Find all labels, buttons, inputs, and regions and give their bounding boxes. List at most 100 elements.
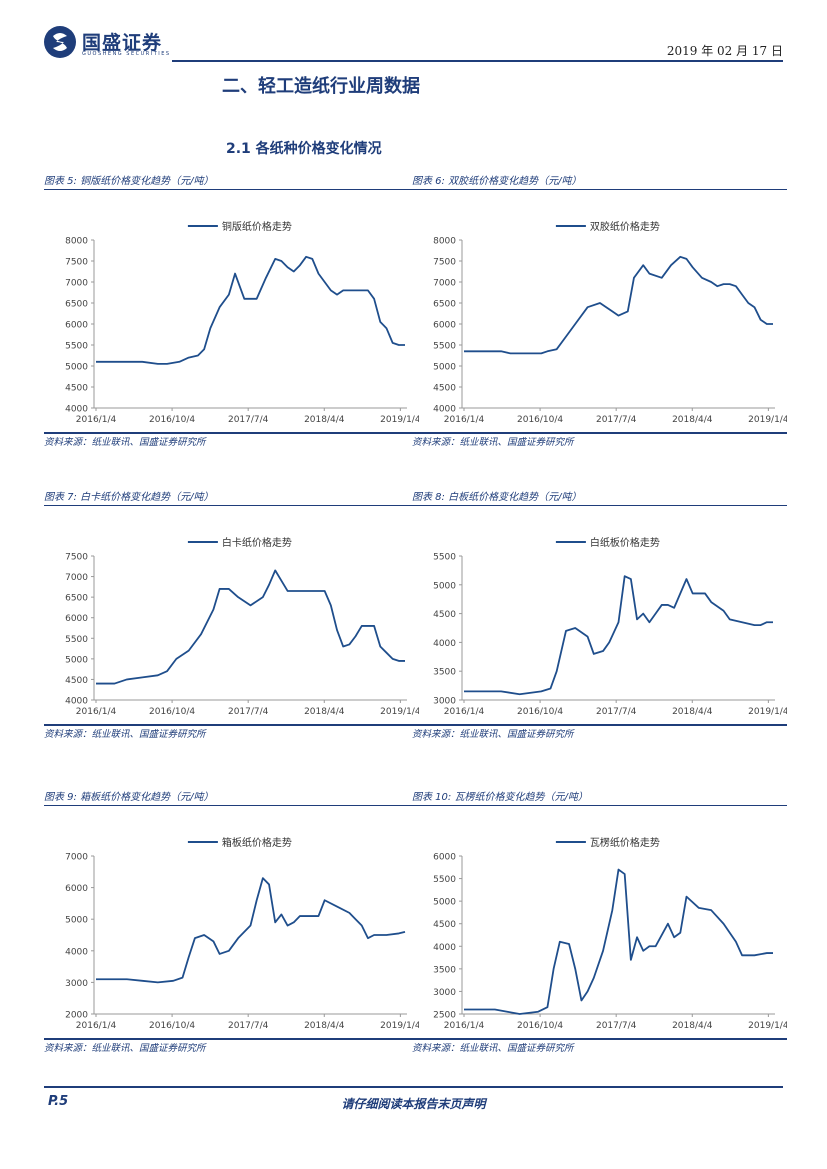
- chart-caption: 图表 5: 铜版纸价格变化趋势（元/吨）: [44, 176, 214, 187]
- y-tick-label: 7500: [433, 258, 456, 268]
- y-tick-label: 4500: [433, 384, 456, 394]
- section-title: 二、轻工造纸行业周数据: [222, 76, 420, 97]
- y-tick-label: 4500: [433, 610, 456, 620]
- y-tick-label: 2000: [65, 1011, 88, 1021]
- report-date: 2019 年 02 月 17 日: [666, 44, 783, 58]
- y-tick-label: 8000: [65, 237, 88, 247]
- x-tick-label: 2016/1/4: [444, 707, 485, 717]
- x-tick-label: 2016/1/4: [444, 415, 485, 425]
- caption-divider: [412, 505, 787, 506]
- sub-section-title: 2.1 各纸种价格变化情况: [226, 141, 382, 157]
- series-line: [464, 575, 773, 696]
- y-tick-label: 6500: [433, 300, 456, 310]
- line-chart: 3000 3500 4000 4500 5000 5500 2016/1/4 2016/10/…: [433, 536, 787, 717]
- caption-divider: [44, 189, 419, 190]
- x-tick-label: 2016/1/4: [76, 707, 117, 717]
- logo-emblem-icon: [44, 26, 76, 58]
- chart-source: 资料来源：纸业联讯、国盛证券研究所: [412, 1043, 574, 1054]
- series-line: [464, 868, 773, 1015]
- chart-source: 资料来源：纸业联讯、国盛证券研究所: [44, 1043, 206, 1054]
- line-chart: 4000 4500 5000 5500 6000 6500 7000 7500 8000 2016…: [433, 220, 787, 425]
- y-tick-label: 5000: [433, 898, 456, 908]
- x-tick-label: 2019/1/4: [748, 707, 787, 717]
- y-tick-label: 6000: [65, 884, 88, 894]
- caption-divider: [412, 805, 787, 806]
- y-tick-label: 4500: [65, 384, 88, 394]
- y-tick-label: 4000: [433, 639, 456, 649]
- x-tick-label: 2016/10/4: [517, 707, 563, 717]
- chart-panel-offset-paper: 图表 6: 双胶纸价格变化趋势（元/吨） 4000 4500 5000 5500 600…: [412, 174, 787, 450]
- caption-divider: [44, 505, 419, 506]
- y-tick-label: 5500: [433, 875, 456, 885]
- x-tick-label: 2016/10/4: [149, 415, 195, 425]
- x-tick-label: 2018/4/4: [304, 415, 345, 425]
- y-tick-label: 6000: [433, 853, 456, 863]
- chart-caption: 图表 9: 箱板纸价格变化趋势（元/吨）: [44, 792, 214, 803]
- legend-label: 箱板纸价格走势: [222, 836, 292, 849]
- legend-label: 双胶纸价格走势: [590, 220, 660, 233]
- y-tick-label: 7500: [65, 258, 88, 268]
- chart-panel-corrugated-paper: 图表 10: 瓦楞纸价格变化趋势（元/吨） 2500 3000 3500 4000 45…: [412, 790, 787, 1056]
- y-tick-label: 6500: [65, 300, 88, 310]
- chart-source: 资料来源：纸业联讯、国盛证券研究所: [44, 437, 206, 448]
- y-tick-label: 5000: [65, 363, 88, 373]
- y-tick-label: 4000: [65, 947, 88, 957]
- y-tick-label: 6000: [65, 321, 88, 331]
- x-tick-label: 2017/7/4: [228, 707, 269, 717]
- x-tick-label: 2018/4/4: [672, 1021, 713, 1031]
- series-line: [96, 877, 406, 984]
- x-tick-label: 2018/4/4: [304, 707, 345, 717]
- x-tick-label: 2018/4/4: [672, 415, 713, 425]
- y-tick-label: 6000: [433, 321, 456, 331]
- disclaimer-note: 请仔细阅读本报告末页声明: [341, 1097, 486, 1111]
- logo-text: 国盛证券: [82, 32, 163, 54]
- y-tick-label: 8000: [433, 237, 456, 247]
- chart-panel-white-board: 图表 8: 白板纸价格变化趋势（元/吨） 3000 3500 4000 4500 500…: [412, 490, 787, 742]
- chart-source: 资料来源：纸业联讯、国盛证券研究所: [412, 437, 574, 448]
- y-tick-label: 4000: [433, 405, 456, 415]
- header-divider: [172, 60, 783, 62]
- y-tick-label: 2500: [433, 1011, 456, 1021]
- x-tick-label: 2017/7/4: [596, 1021, 637, 1031]
- x-tick-label: 2016/10/4: [517, 1021, 563, 1031]
- x-tick-label: 2019/1/4: [380, 707, 419, 717]
- y-tick-label: 3500: [433, 668, 456, 678]
- y-tick-label: 4500: [433, 920, 456, 930]
- line-chart: 2000 3000 4000 5000 6000 7000 2016/1/4 2016/10/…: [65, 836, 419, 1031]
- chart-caption: 图表 8: 白板纸价格变化趋势（元/吨）: [412, 492, 582, 503]
- y-tick-label: 4000: [65, 405, 88, 415]
- y-tick-label: 5500: [433, 553, 456, 563]
- y-tick-label: 7000: [433, 279, 456, 289]
- y-tick-label: 4500: [65, 676, 88, 686]
- chart-caption: 图表 6: 双胶纸价格变化趋势（元/吨）: [412, 176, 582, 187]
- series-line: [96, 255, 405, 365]
- y-tick-label: 3500: [433, 965, 456, 975]
- footer-divider: [44, 1086, 783, 1088]
- legend-label: 白纸板价格走势: [590, 536, 660, 549]
- y-tick-label: 6000: [65, 614, 88, 624]
- source-divider: [44, 724, 419, 726]
- caption-divider: [44, 805, 419, 806]
- series-line: [96, 569, 405, 685]
- y-tick-label: 5500: [65, 635, 88, 645]
- chart-panel-ivory-board: 图表 7: 白卡纸价格变化趋势（元/吨） 4000 4500 5000 5500 600…: [44, 490, 419, 742]
- x-tick-label: 2019/1/4: [748, 415, 787, 425]
- y-tick-label: 5000: [433, 363, 456, 373]
- source-divider: [412, 1038, 787, 1040]
- y-tick-label: 7000: [65, 279, 88, 289]
- y-tick-label: 4000: [65, 697, 88, 707]
- chart-source: 资料来源：纸业联讯、国盛证券研究所: [44, 729, 206, 740]
- line-chart: 4000 4500 5000 5500 6000 6500 7000 7500 8000 2016…: [65, 220, 419, 425]
- legend-label: 白卡纸价格走势: [222, 536, 292, 549]
- source-divider: [412, 724, 787, 726]
- y-tick-label: 7000: [65, 573, 88, 583]
- y-tick-label: 7000: [65, 853, 88, 863]
- chart-panel-coated-paper: 图表 5: 铜版纸价格变化趋势（元/吨） 4000 4500 5000 5500 600…: [44, 174, 419, 450]
- logo-subtext: GUOSHENG SECURITIES: [82, 51, 171, 57]
- y-tick-label: 6500: [65, 594, 88, 604]
- caption-divider: [412, 189, 787, 190]
- x-tick-label: 2019/1/4: [380, 1021, 419, 1031]
- x-tick-label: 2016/1/4: [76, 1021, 117, 1031]
- x-tick-label: 2019/1/4: [380, 415, 419, 425]
- x-tick-label: 2017/7/4: [596, 707, 637, 717]
